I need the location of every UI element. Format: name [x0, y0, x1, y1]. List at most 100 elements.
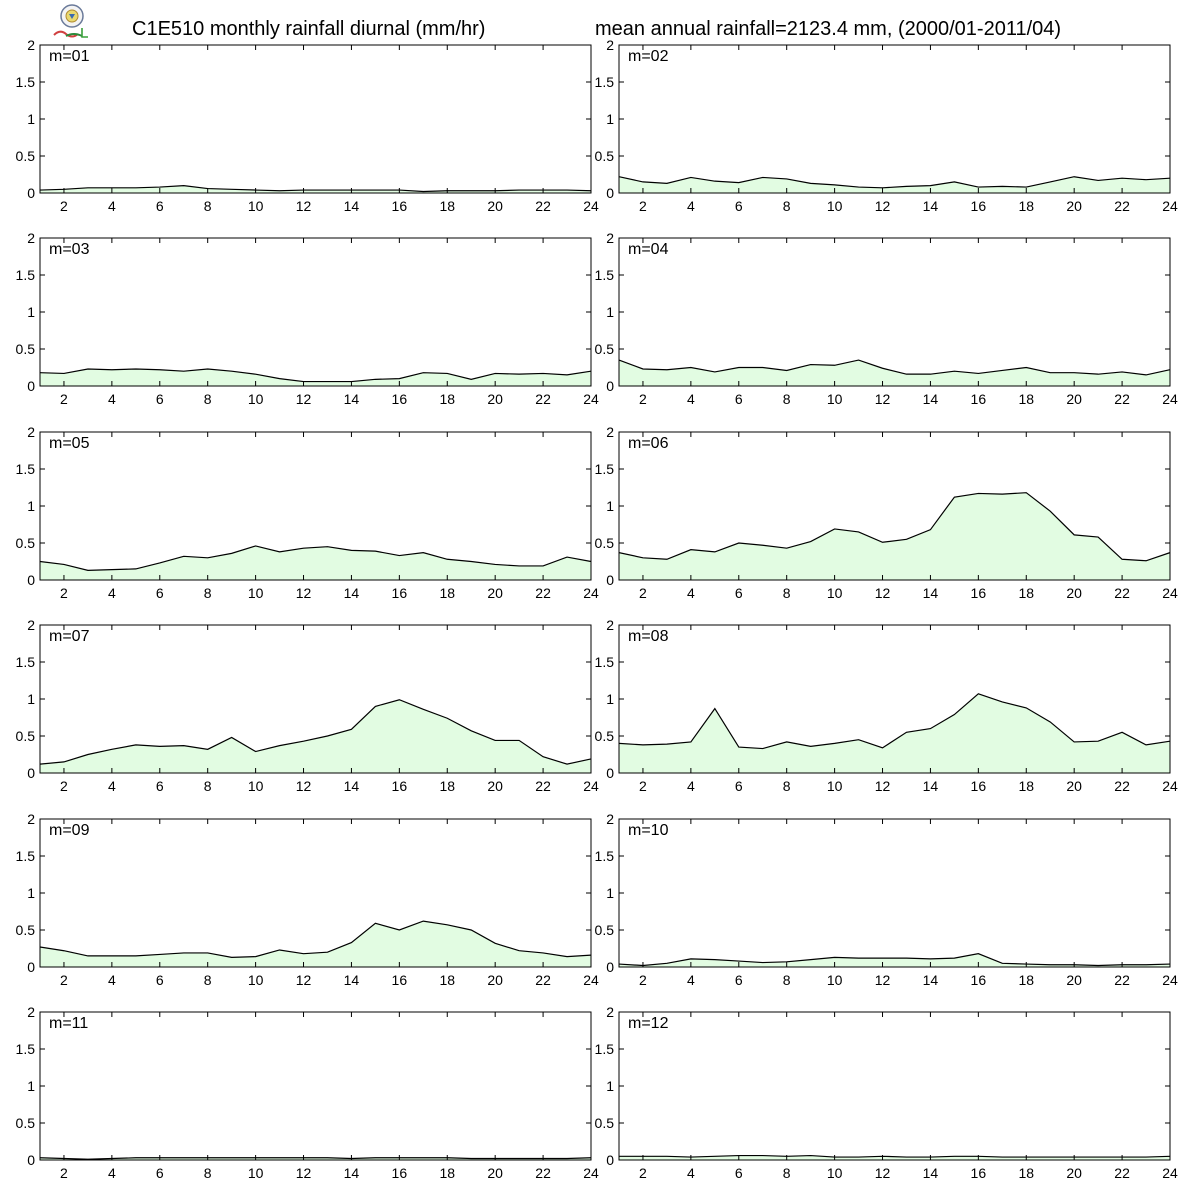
y-tick-label: 0.5 — [16, 148, 36, 164]
x-tick-label: 20 — [1066, 972, 1082, 988]
y-tick-label: 0.5 — [595, 148, 615, 164]
rainfall-area — [40, 368, 591, 386]
rainfall-area — [619, 492, 1170, 580]
x-tick-label: 20 — [487, 198, 503, 214]
panel-month-label: m=10 — [628, 822, 669, 839]
x-tick-label: 6 — [156, 1165, 164, 1181]
panel-month-label: m=09 — [49, 822, 90, 839]
x-tick-label: 12 — [875, 585, 891, 601]
x-tick-label: 16 — [971, 585, 987, 601]
x-tick-label: 2 — [639, 972, 647, 988]
x-tick-label: 22 — [535, 1165, 551, 1181]
plot-frame — [618, 44, 1171, 194]
x-tick-label: 22 — [1114, 585, 1130, 601]
x-tick-label: 10 — [248, 198, 264, 214]
x-tick-label: 24 — [583, 778, 599, 794]
x-tick-label: 6 — [735, 1165, 743, 1181]
y-tick-label: 1 — [606, 885, 614, 901]
x-tick-label: 20 — [1066, 778, 1082, 794]
x-tick-label: 10 — [827, 391, 843, 407]
rainfall-line — [618, 359, 1171, 376]
rainfall-area — [619, 360, 1170, 386]
chart-panel-11: 00.511.522 4 6 8 10 12 14 16 18 20 22 24m=11 — [16, 1004, 599, 1181]
x-tick-label: 6 — [735, 585, 743, 601]
chart-panel-3: 00.511.522 4 6 8 10 12 14 16 18 20 22 24m=03 — [16, 230, 599, 407]
rainfall-line — [39, 368, 592, 383]
x-tick-label: 20 — [1066, 391, 1082, 407]
x-tick-label: 8 — [204, 778, 212, 794]
x-tick-label: 4 — [108, 198, 116, 214]
panel-month-label: m=07 — [49, 628, 90, 645]
x-tick-label: 20 — [487, 972, 503, 988]
x-tick-label: 18 — [439, 1165, 455, 1181]
chart-title-left: C1E510 monthly rainfall diurnal (mm/hr) — [132, 18, 486, 40]
x-tick-label: 6 — [735, 778, 743, 794]
x-tick-label: 12 — [296, 198, 312, 214]
y-tick-label: 2 — [27, 617, 35, 633]
x-tick-label: 20 — [487, 1165, 503, 1181]
chart-panel-6: 00.511.522 4 6 8 10 12 14 16 18 20 22 24m=06 — [595, 424, 1178, 601]
x-tick-label: 18 — [439, 585, 455, 601]
x-tick-label: 16 — [392, 972, 408, 988]
x-tick-label: 24 — [1162, 585, 1178, 601]
x-tick-label: 14 — [923, 972, 939, 988]
x-tick-label: 14 — [923, 391, 939, 407]
y-tick-label: 0.5 — [16, 535, 36, 551]
panel-month-label: m=08 — [628, 628, 669, 645]
x-tick-label: 10 — [248, 778, 264, 794]
y-tick-label: 0.5 — [595, 922, 615, 938]
y-tick-label: 0 — [606, 378, 614, 394]
y-tick-label: 1 — [27, 304, 35, 320]
y-tick-label: 1.5 — [16, 654, 36, 670]
x-tick-label: 8 — [783, 778, 791, 794]
y-tick-label: 2 — [606, 617, 614, 633]
y-tick-label: 0.5 — [16, 728, 36, 744]
x-tick-label: 12 — [296, 972, 312, 988]
x-tick-label: 22 — [535, 198, 551, 214]
x-tick-label: 10 — [248, 585, 264, 601]
x-tick-label: 14 — [344, 778, 360, 794]
chart-title-right: mean annual rainfall=2123.4 mm, (2000/01… — [595, 18, 1062, 40]
rainfall-line — [39, 184, 592, 193]
x-tick-label: 20 — [1066, 585, 1082, 601]
y-tick-label: 0 — [27, 1152, 35, 1168]
y-tick-label: 2 — [606, 811, 614, 827]
y-tick-label: 1.5 — [595, 1041, 615, 1057]
rainfall-line — [618, 953, 1171, 967]
x-tick-label: 14 — [923, 778, 939, 794]
rainfall-area — [619, 176, 1170, 193]
x-tick-label: 2 — [60, 585, 68, 601]
y-tick-label: 1 — [27, 885, 35, 901]
chart-panel-2: 00.511.522 4 6 8 10 12 14 16 18 20 22 24m=02 — [595, 37, 1178, 214]
x-tick-label: 2 — [60, 778, 68, 794]
y-tick-label: 1.5 — [595, 267, 615, 283]
lab-seal-logo — [53, 4, 88, 38]
y-tick-label: 2 — [27, 37, 35, 53]
x-tick-label: 4 — [108, 391, 116, 407]
x-tick-label: 8 — [204, 972, 212, 988]
x-tick-label: 24 — [1162, 1165, 1178, 1181]
y-tick-label: 0 — [606, 185, 614, 201]
x-tick-label: 12 — [875, 778, 891, 794]
rainfall-line — [619, 1154, 1171, 1158]
y-tick-label: 1.5 — [595, 654, 615, 670]
x-tick-label: 24 — [583, 585, 599, 601]
y-tick-label: 0 — [606, 765, 614, 781]
x-tick-label: 12 — [296, 585, 312, 601]
x-tick-label: 6 — [156, 585, 164, 601]
x-tick-label: 22 — [1114, 391, 1130, 407]
x-tick-label: 22 — [535, 391, 551, 407]
rainfall-area — [619, 1155, 1170, 1160]
x-tick-label: 18 — [1018, 198, 1034, 214]
chart-panel-7: 00.511.522 4 6 8 10 12 14 16 18 20 22 24m=07 — [16, 617, 599, 794]
y-tick-label: 2 — [606, 230, 614, 246]
x-tick-label: 12 — [875, 1165, 891, 1181]
panel-month-label: m=12 — [628, 1015, 669, 1032]
x-tick-label: 16 — [392, 391, 408, 407]
x-tick-label: 12 — [875, 198, 891, 214]
x-tick-label: 16 — [971, 778, 987, 794]
x-tick-label: 16 — [971, 391, 987, 407]
x-tick-label: 14 — [344, 585, 360, 601]
chart-panel-5: 00.511.522 4 6 8 10 12 14 16 18 20 22 24m=05 — [16, 424, 599, 601]
x-tick-label: 4 — [108, 585, 116, 601]
